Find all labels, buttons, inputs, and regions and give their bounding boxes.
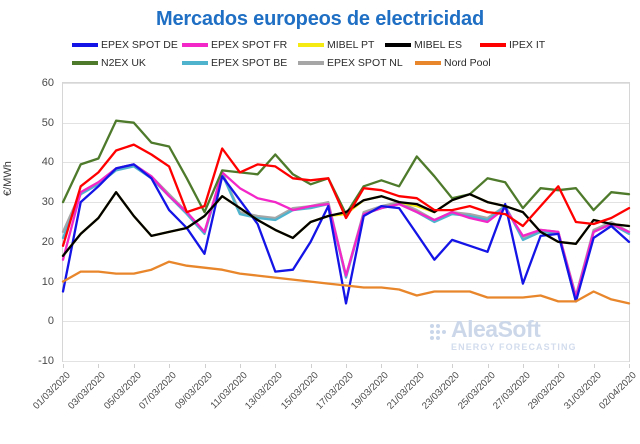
legend-label: EPEX SPOT NL <box>327 57 403 69</box>
legend-swatch <box>298 61 324 65</box>
gridline <box>63 241 629 243</box>
series-line <box>61 143 631 247</box>
legend-row-1: EPEX SPOT DE EPEX SPOT FR MIBEL PT MIBEL ES… <box>62 36 638 54</box>
legend-item-epex-spot-de[interactable]: EPEX SPOT DE <box>72 39 178 51</box>
series-line <box>61 163 631 305</box>
x-tick-mark <box>593 364 595 368</box>
y-tick-label: -10 <box>38 355 54 367</box>
series-line <box>61 191 631 257</box>
gridline <box>63 162 629 164</box>
x-tick-mark <box>239 364 241 368</box>
x-axis-ticks: 01/03/2020 03/03/2020 05/03/2020 07/03/2020… <box>31 364 639 444</box>
legend-label: EPEX SPOT DE <box>101 39 178 51</box>
chart-title: Mercados europeos de electricidad <box>156 8 484 30</box>
legend-swatch <box>298 43 324 47</box>
y-tick-label: 20 <box>41 235 54 248</box>
plot-area <box>61 82 631 362</box>
y-tick-label: 60 <box>41 77 54 89</box>
legend-label: IPEX IT <box>509 39 546 51</box>
x-tick-mark <box>98 364 100 368</box>
y-axis-ticks: -10 0 10 20 30 40 50 60 <box>0 77 62 367</box>
legend-swatch <box>415 61 441 65</box>
x-tick-mark <box>558 364 560 368</box>
y-tick-label: 0 <box>47 315 54 328</box>
legend-label: MIBEL PT <box>327 39 375 51</box>
series-line <box>61 163 631 299</box>
legend-label: EPEX SPOT FR <box>211 39 288 51</box>
legend-swatch <box>480 43 506 47</box>
legend-item-epex-spot-fr[interactable]: EPEX SPOT FR <box>182 39 287 51</box>
y-tick-label: 50 <box>41 116 54 129</box>
gridline <box>63 361 629 362</box>
x-tick-mark <box>310 364 312 368</box>
legend-item-ipex-it[interactable]: IPEX IT <box>480 39 545 51</box>
y-tick-label: 30 <box>41 196 54 209</box>
x-tick-mark <box>381 364 383 368</box>
legend-item-n2ex-uk[interactable]: N2EX UK <box>72 57 146 69</box>
x-tick-mark <box>522 364 524 368</box>
x-tick-mark <box>346 364 347 368</box>
x-tick-mark <box>63 364 64 368</box>
x-tick-mark <box>487 364 489 368</box>
x-tick-mark <box>169 364 171 368</box>
y-tick-label: 10 <box>41 275 54 288</box>
series-line <box>61 119 631 216</box>
legend-label: MIBEL ES <box>414 39 463 51</box>
legend-item-mibel-es[interactable]: MIBEL ES <box>385 39 462 51</box>
y-tick-label: 40 <box>41 156 54 169</box>
gridline <box>63 321 629 323</box>
legend-swatch <box>182 43 208 47</box>
legend-swatch <box>72 61 98 65</box>
chart-legend: EPEX SPOT DE EPEX SPOT FR MIBEL PT MIBEL ES… <box>62 36 638 72</box>
legend-label: Nord Pool <box>444 57 491 69</box>
legend-swatch <box>182 61 208 65</box>
x-tick-mark <box>204 364 206 368</box>
legend-label: N2EX UK <box>101 57 146 69</box>
series-line <box>61 260 631 305</box>
legend-item-nord-pool[interactable]: Nord Pool <box>415 57 491 69</box>
legend-swatch <box>72 43 98 47</box>
x-tick-mark <box>452 364 454 368</box>
legend-row-2: N2EX UK EPEX SPOT BE EPEX SPOT NL Nord Pool <box>62 54 638 72</box>
x-tick-mark <box>133 364 135 368</box>
legend-item-mibel-pt[interactable]: MIBEL PT <box>298 39 374 51</box>
gridline <box>63 122 629 124</box>
legend-swatch <box>385 43 411 47</box>
x-tick-mark <box>275 364 277 368</box>
x-tick-mark <box>416 364 418 368</box>
x-tick-mark <box>629 364 630 368</box>
gridline <box>63 202 629 204</box>
series-lines <box>61 119 631 305</box>
gridline <box>63 83 629 84</box>
gridline <box>63 281 629 283</box>
legend-label: EPEX SPOT BE <box>211 57 288 69</box>
legend-item-epex-spot-be[interactable]: EPEX SPOT BE <box>182 57 287 69</box>
legend-item-epex-spot-nl[interactable]: EPEX SPOT NL <box>298 57 403 69</box>
